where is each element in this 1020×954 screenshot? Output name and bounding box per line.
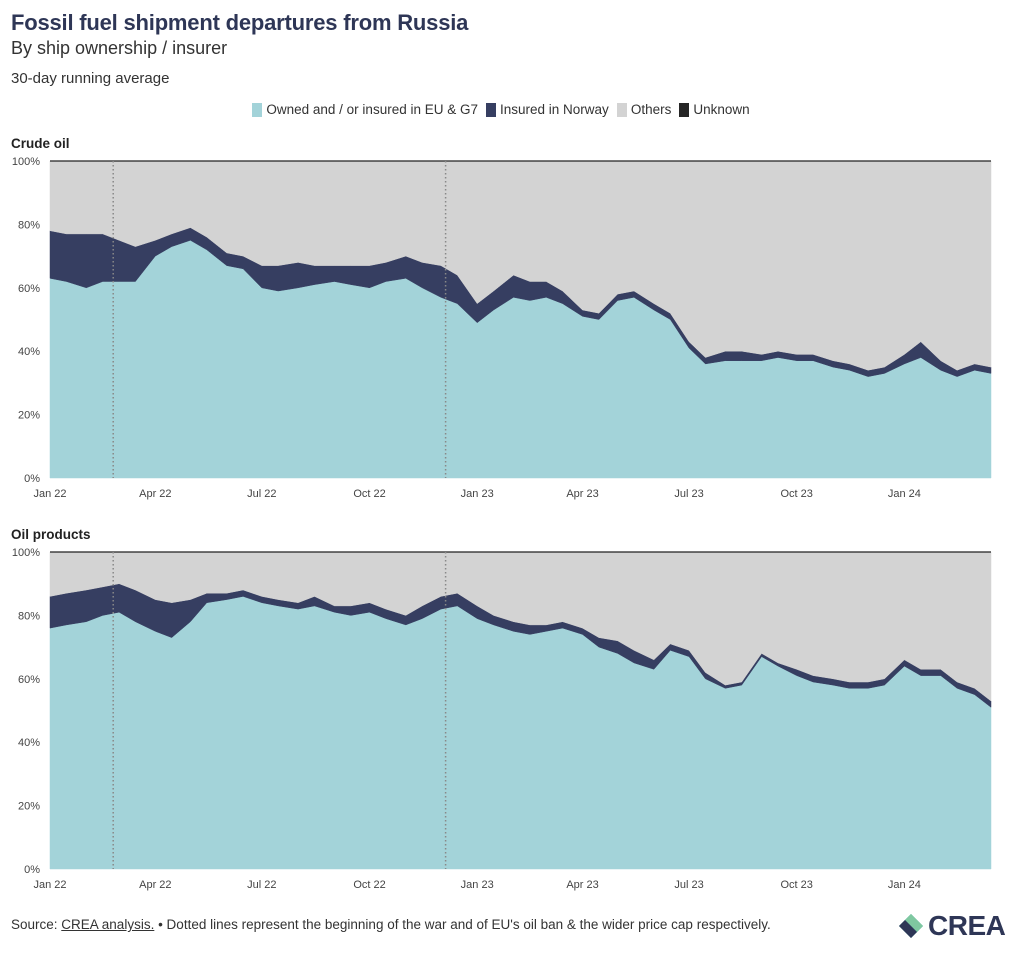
footer: Source: CREA analysis. • Dotted lines re… xyxy=(11,917,771,932)
legend-item-unknown[interactable]: Unknown xyxy=(679,102,750,117)
oil-products-chart: 0% 20% 40% 60% 80% 100% Jan 22 Apr 22 Jul 22 Oct … xyxy=(12,547,992,891)
x-tick-label: Jul 22 xyxy=(247,488,276,500)
y-tick-label: 40% xyxy=(18,346,40,358)
y-tick-label: 60% xyxy=(18,674,40,686)
x-tick-label: Apr 22 xyxy=(139,488,171,500)
footer-source-prefix: Source: xyxy=(11,917,62,932)
y-tick-label: 100% xyxy=(12,547,40,559)
legend-swatch xyxy=(679,102,690,117)
x-tick-label: Oct 22 xyxy=(353,879,385,891)
legend-item-norway[interactable]: Insured in Norway xyxy=(486,102,609,117)
y-tick-label: 80% xyxy=(18,610,40,622)
crude-oil-chart: 0% 20% 40% 60% 80% 100% Jan 22 Apr 22 Jul 22 Oct … xyxy=(12,156,992,500)
legend-swatch xyxy=(252,102,263,117)
crea-logo-icon xyxy=(899,914,923,938)
x-tick-label: Jan 23 xyxy=(461,488,494,500)
panel-title-crude-oil: Crude oil xyxy=(11,136,70,151)
legend-label: Others xyxy=(630,102,672,117)
legend-swatch xyxy=(486,102,496,117)
crea-logo: CREA xyxy=(898,910,1006,942)
legend-label: Insured in Norway xyxy=(500,102,609,117)
x-tick-label: Jul 22 xyxy=(247,879,276,891)
x-tick-label: Apr 23 xyxy=(566,879,598,891)
y-tick-label: 20% xyxy=(18,410,40,422)
y-tick-label: 20% xyxy=(18,801,40,813)
y-tick-label: 80% xyxy=(18,219,40,231)
chart-note: 30-day running average xyxy=(11,70,170,87)
chart-title: Fossil fuel shipment departures from Rus… xyxy=(11,10,469,35)
x-tick-label: Oct 22 xyxy=(353,488,385,500)
y-tick-label: 0% xyxy=(24,473,40,485)
legend-swatch xyxy=(616,102,627,117)
x-tick-label: Jan 24 xyxy=(888,488,921,500)
legend-label: Unknown xyxy=(693,102,750,117)
legend-item-others[interactable]: Others xyxy=(616,102,672,117)
legend-label: Owned and / or insured in EU & G7 xyxy=(266,102,478,117)
footer-note: • Dotted lines represent the beginning o… xyxy=(154,917,771,932)
logo-text: CREA xyxy=(928,910,1006,941)
x-tick-label: Oct 23 xyxy=(781,488,813,500)
x-tick-label: Jan 24 xyxy=(888,879,921,891)
x-tick-label: Jan 23 xyxy=(461,879,494,891)
x-tick-label: Apr 22 xyxy=(139,879,171,891)
x-tick-label: Jan 22 xyxy=(33,879,66,891)
x-tick-label: Jul 23 xyxy=(674,879,703,891)
x-tick-label: Jul 23 xyxy=(674,488,703,500)
panel-title-oil-products: Oil products xyxy=(11,527,91,542)
y-tick-label: 0% xyxy=(24,864,40,876)
y-tick-label: 100% xyxy=(12,156,40,168)
chart-subtitle: By ship ownership / insurer xyxy=(11,38,228,58)
x-tick-label: Jan 22 xyxy=(33,488,66,500)
y-tick-label: 60% xyxy=(18,283,40,295)
x-tick-label: Oct 23 xyxy=(781,879,813,891)
y-tick-label: 40% xyxy=(18,737,40,749)
x-tick-label: Apr 23 xyxy=(566,488,598,500)
legend: Owned and / or insured in EU & G7 Insure… xyxy=(0,102,1002,117)
legend-item-eu-g7[interactable]: Owned and / or insured in EU & G7 xyxy=(252,102,478,117)
source-link[interactable]: CREA analysis. xyxy=(61,917,155,932)
